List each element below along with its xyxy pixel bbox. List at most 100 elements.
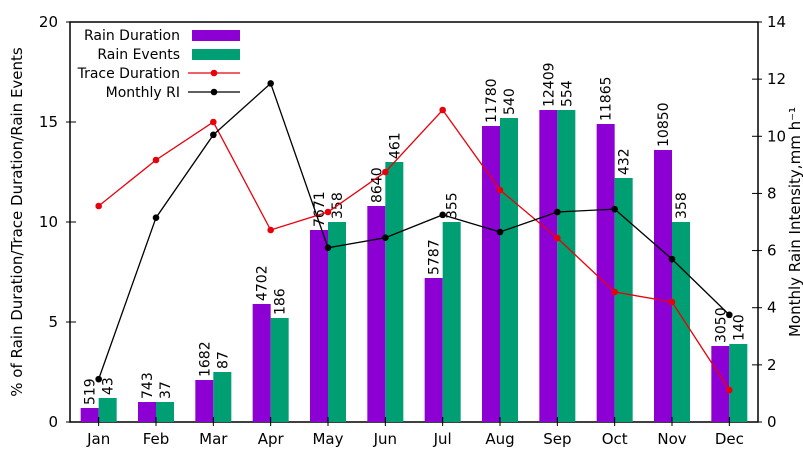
bar	[252, 304, 271, 422]
y2-axis-title: Monthly Rain Intensity,mm h⁻¹	[786, 107, 803, 337]
data-point	[726, 311, 733, 319]
bar-label: 87	[215, 351, 231, 369]
x-tick-label: Nov	[657, 430, 686, 448]
data-point	[554, 234, 561, 242]
legend-label: Monthly RI	[106, 85, 180, 101]
data-point	[439, 211, 446, 219]
y2-tick-label: 10	[767, 127, 786, 145]
legend-marker	[210, 69, 218, 77]
bar-label: 11780	[484, 78, 500, 123]
bar-label: 554	[559, 80, 575, 107]
bar	[80, 408, 99, 422]
bar	[614, 178, 633, 422]
x-tick-label: Sep	[543, 430, 571, 448]
bar	[442, 222, 461, 422]
legend-marker	[210, 88, 218, 96]
y-axis-title: % of Rain Duration/Trace Duration/Rain E…	[8, 47, 26, 397]
bar-label: 355	[445, 192, 461, 219]
bar	[482, 126, 500, 422]
bar	[500, 118, 518, 422]
x-tick-label: Dec	[715, 430, 744, 448]
bar-label: 1682	[197, 341, 213, 377]
bar	[195, 380, 214, 422]
bar	[539, 110, 558, 422]
x-tick-label: Aug	[485, 430, 514, 448]
x-tick-label: Apr	[258, 430, 285, 448]
bar	[367, 206, 386, 422]
data-point	[439, 106, 446, 114]
data-point	[210, 118, 217, 126]
data-point	[726, 386, 733, 394]
x-tick-label: Feb	[143, 430, 170, 448]
line-series-monthly-ri	[95, 80, 733, 383]
data-point	[554, 208, 561, 216]
bar-label: 12409	[541, 62, 557, 107]
series-line	[98, 108, 730, 391]
bar	[385, 162, 404, 422]
bar-label: 186	[273, 288, 289, 315]
data-point	[611, 205, 618, 213]
x-tick-label: Jun	[373, 430, 397, 448]
data-point	[382, 234, 389, 242]
bar	[328, 222, 346, 422]
y2-tick-label: 12	[767, 70, 786, 88]
legend-swatch	[192, 49, 240, 60]
data-point	[152, 156, 160, 164]
bar-label: 432	[617, 148, 633, 175]
bar-label: 37	[158, 381, 174, 399]
bar	[557, 110, 576, 422]
legend-swatch	[192, 30, 240, 41]
data-point	[611, 288, 618, 296]
y-tick-label: 15	[39, 113, 58, 131]
data-point	[324, 244, 332, 252]
x-tick-label: Mar	[199, 430, 228, 448]
y-tick-label: 0	[48, 413, 58, 431]
data-point	[210, 131, 217, 139]
bar	[213, 372, 232, 422]
bar-label: 5787	[427, 239, 443, 275]
bar-label: 4702	[255, 265, 271, 301]
bar	[729, 344, 748, 422]
bar-label: 743	[140, 372, 156, 399]
data-point	[668, 298, 676, 306]
line-series-trace-duration	[95, 106, 733, 394]
y-tick-label: 20	[39, 13, 58, 31]
legend: Rain Duration Rain Events Trace Duration Mo…	[77, 28, 240, 101]
y2-tick-label: 2	[767, 356, 777, 374]
y2-tick-label: 14	[767, 13, 786, 31]
bar-label: 11865	[599, 76, 615, 121]
bar-label: 10850	[656, 102, 672, 147]
bar-label: 140	[731, 314, 747, 341]
bar-series-rain-duration: 519 743 1682 4702 7671 8640 5787 11780 12409 1186…	[80, 62, 730, 422]
data-point	[382, 168, 389, 176]
bar	[98, 398, 117, 422]
data-point	[496, 228, 504, 236]
x-tick-label: Jul	[433, 430, 452, 448]
y-tick-label: 10	[39, 213, 58, 231]
data-point	[95, 202, 102, 210]
bar	[310, 230, 328, 422]
bar-label: 43	[101, 377, 117, 395]
bar	[672, 222, 690, 422]
x-tick-label: Jan	[86, 430, 110, 448]
bar	[654, 150, 672, 422]
bar	[156, 402, 174, 422]
x-tick-label: May	[312, 430, 343, 448]
data-point	[95, 375, 102, 383]
y-tick-label: 5	[48, 313, 58, 331]
x-tick-label: Oct	[602, 430, 628, 448]
series-line	[98, 82, 730, 380]
bar-label: 461	[387, 132, 403, 159]
bar	[711, 346, 730, 422]
data-point	[668, 255, 676, 263]
legend-label: Rain Duration	[84, 28, 180, 44]
bar	[596, 124, 615, 422]
y2-tick-label: 8	[767, 184, 777, 202]
bar	[138, 402, 156, 422]
y2-tick-label: 0	[767, 413, 777, 431]
bar-label: 3050	[713, 307, 729, 343]
data-point	[152, 214, 160, 222]
